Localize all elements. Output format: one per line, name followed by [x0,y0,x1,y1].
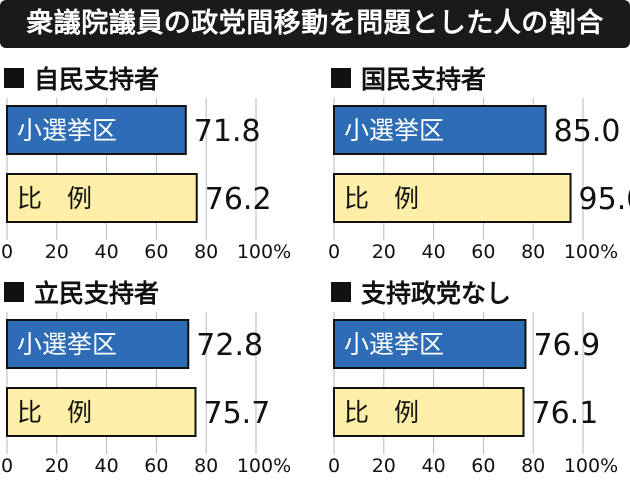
square-bullet-icon [4,68,24,88]
panel-header: 支持政党なし [331,276,511,308]
panel-jimin: 自民支持者 小選挙区 71.8 比 例 76.2 0 20 40 60 80 100% [0,62,300,267]
tick-label: 60 [471,241,495,263]
tick-label: 40 [422,455,446,477]
tick-label: 60 [144,455,168,477]
tick-label: 20 [45,241,69,263]
tick-label: 80 [194,241,218,263]
bar-smd [6,105,187,155]
panel-header: 国民支持者 [331,62,486,94]
tick-label: 0 [1,455,13,477]
panel-kokumin: 国民支持者 小選挙区 85.0 比 例 95.0 0 20 40 60 80 100% [327,62,630,267]
square-bullet-icon [331,68,351,88]
tick-label: 20 [45,455,69,477]
square-bullet-icon [331,282,351,302]
tick-label: 100% [564,241,618,263]
tick-label: 80 [521,455,545,477]
category-label-smd: 小選挙区 [344,116,444,145]
bar-pr [333,387,525,437]
tick-label: 100% [564,455,618,477]
category-label-pr: 比 例 [17,398,92,427]
category-label-pr: 比 例 [17,184,92,213]
value-label-pr: 95.0 [579,182,630,217]
value-label-smd: 85.0 [554,114,621,149]
panel-title: 立民支持者 [34,279,160,308]
category-label-smd: 小選挙区 [344,330,444,359]
tick-label: 60 [471,455,495,477]
tick-label: 40 [95,455,119,477]
tick-label: 80 [194,455,218,477]
bar-smd [333,105,547,155]
category-label-pr: 比 例 [344,184,419,213]
tick-label: 100% [237,455,291,477]
tick-label: 0 [328,455,340,477]
tick-label: 40 [95,241,119,263]
tick-label: 20 [372,455,396,477]
tick-label: 0 [328,241,340,263]
bar-plot: 小選挙区 85.0 比 例 95.0 0 20 40 60 80 100% [328,98,630,263]
bar-plot: 小選挙区 71.8 比 例 76.2 0 20 40 60 80 100% [1,98,291,263]
category-label-smd: 小選挙区 [17,330,117,359]
tick-label: 0 [1,241,13,263]
tick-label: 20 [372,241,396,263]
value-label-pr: 76.2 [205,182,272,217]
panel-header: 自民支持者 [4,62,159,94]
value-label-pr: 75.7 [203,396,270,431]
bar-pr [6,387,197,437]
bar-plot: 小選挙区 72.8 比 例 75.7 0 20 40 60 80 100% [1,312,291,477]
bar-pr [333,173,572,223]
tick-label: 100% [237,241,291,263]
panel-header: 立民支持者 [4,276,159,308]
chart-title: 衆議院議員の政党間移動を問題とした人の割合 [26,8,604,39]
panel-title: 自民支持者 [34,65,160,94]
value-label-pr: 76.1 [531,396,598,431]
tick-label: 80 [521,241,545,263]
bar-smd [333,319,527,369]
tick-label: 40 [422,241,446,263]
bar-plot: 小選挙区 76.9 比 例 76.1 0 20 40 60 80 100% [328,312,618,477]
bar-pr [6,173,198,223]
value-label-smd: 71.8 [194,114,261,149]
value-label-smd: 72.8 [196,328,263,363]
panel-rikken: 立民支持者 小選挙区 72.8 比 例 75.7 0 20 40 60 80 100% [0,276,300,481]
panel-title: 支持政党なし [361,279,512,308]
square-bullet-icon [4,282,24,302]
value-label-smd: 76.9 [533,328,600,363]
category-label-smd: 小選挙区 [17,116,117,145]
category-label-pr: 比 例 [344,398,419,427]
bar-smd [6,319,190,369]
title-bar [0,0,630,48]
tick-label: 60 [144,241,168,263]
panel-mutouha: 支持政党なし 小選挙区 76.9 比 例 76.1 0 20 40 60 80 100% [327,276,627,481]
panel-title: 国民支持者 [361,65,487,94]
